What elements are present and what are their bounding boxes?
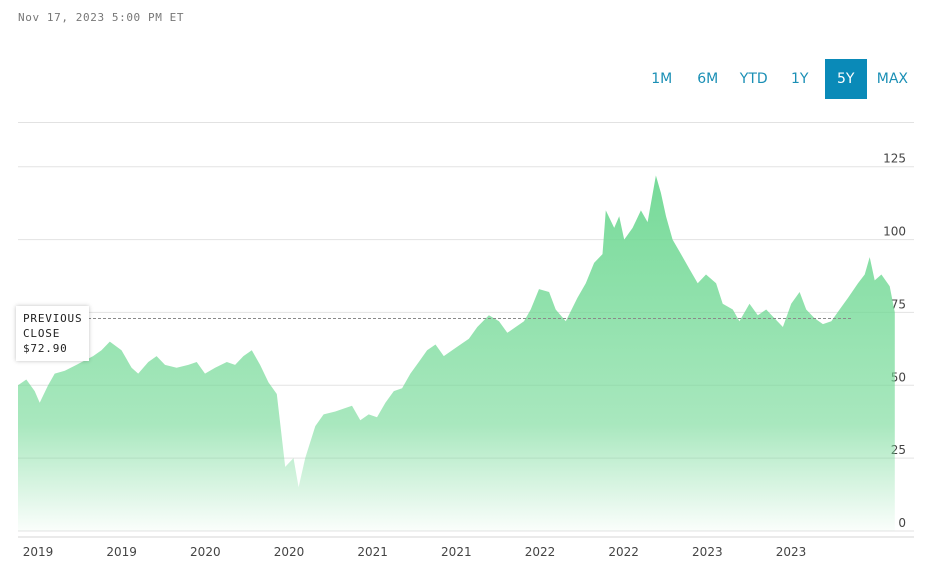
chart-top-divider xyxy=(18,122,914,123)
x-tick-label: 2020 xyxy=(190,545,221,559)
range-button-ytd[interactable]: YTD xyxy=(739,71,768,87)
chart-timestamp: Nov 17, 2023 5:00 PM ET xyxy=(18,11,185,24)
x-tick-label: 2019 xyxy=(23,545,54,559)
previous-close-tooltip: PREVIOUS CLOSE $72.90 xyxy=(16,306,90,361)
x-tick-label: 2022 xyxy=(525,545,556,559)
tooltip-label-line1: PREVIOUS xyxy=(23,312,83,325)
y-tick-label: 100 xyxy=(883,225,906,239)
price-area xyxy=(18,175,895,531)
x-tick-label: 2020 xyxy=(274,545,305,559)
range-button-1y[interactable]: 1Y xyxy=(791,71,809,87)
x-tick-label: 2019 xyxy=(106,545,137,559)
range-button-1m[interactable]: 1M xyxy=(651,71,673,87)
y-tick-label: 0 xyxy=(898,516,906,530)
y-tick-label: 75 xyxy=(891,297,906,311)
tooltip-label-line2: CLOSE xyxy=(23,327,61,340)
y-tick-label: 125 xyxy=(883,152,906,166)
range-button-5y[interactable]: 5Y xyxy=(824,59,867,99)
x-tick-label: 2023 xyxy=(776,545,807,559)
x-tick-label: 2023 xyxy=(692,545,723,559)
x-tick-label: 2021 xyxy=(441,545,472,559)
x-tick-label: 2022 xyxy=(608,545,639,559)
tooltip-value: $72.90 xyxy=(23,342,68,355)
range-button-6m[interactable]: 6M xyxy=(697,71,719,87)
range-button-max[interactable]: MAX xyxy=(876,71,908,87)
range-selector: 1M 6M YTD 1Y 5Y MAX xyxy=(637,59,914,99)
x-tick-label: 2021 xyxy=(357,545,388,559)
